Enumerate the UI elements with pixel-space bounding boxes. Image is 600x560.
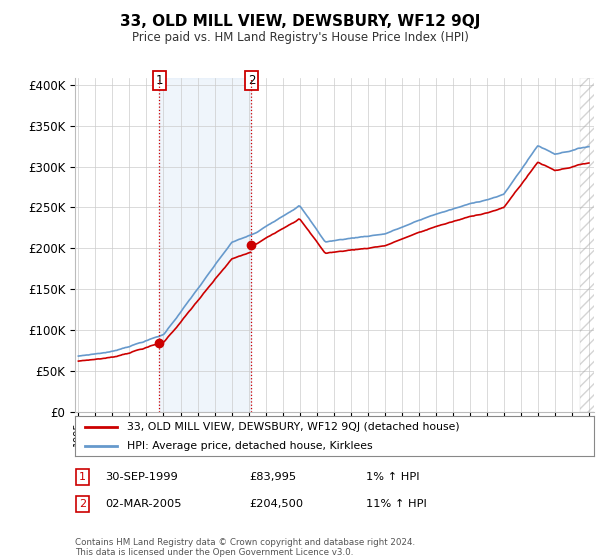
Text: 30-SEP-1999: 30-SEP-1999 [105, 472, 178, 482]
Text: 1% ↑ HPI: 1% ↑ HPI [366, 472, 419, 482]
Text: £83,995: £83,995 [249, 472, 296, 482]
Text: Price paid vs. HM Land Registry's House Price Index (HPI): Price paid vs. HM Land Registry's House … [131, 31, 469, 44]
Text: 1: 1 [79, 472, 86, 482]
Text: HPI: Average price, detached house, Kirklees: HPI: Average price, detached house, Kirk… [127, 441, 373, 451]
Bar [580, 78, 598, 412]
Text: 33, OLD MILL VIEW, DEWSBURY, WF12 9QJ: 33, OLD MILL VIEW, DEWSBURY, WF12 9QJ [120, 14, 480, 29]
Text: 2: 2 [248, 73, 255, 87]
Bar [159, 78, 251, 412]
Text: 02-MAR-2005: 02-MAR-2005 [105, 499, 182, 509]
Text: 2: 2 [79, 499, 86, 509]
Text: 11% ↑ HPI: 11% ↑ HPI [366, 499, 427, 509]
Text: £204,500: £204,500 [249, 499, 303, 509]
Text: 1: 1 [155, 73, 163, 87]
Text: 33, OLD MILL VIEW, DEWSBURY, WF12 9QJ (detached house): 33, OLD MILL VIEW, DEWSBURY, WF12 9QJ (d… [127, 422, 460, 432]
Text: Contains HM Land Registry data © Crown copyright and database right 2024.
This d: Contains HM Land Registry data © Crown c… [75, 538, 415, 557]
